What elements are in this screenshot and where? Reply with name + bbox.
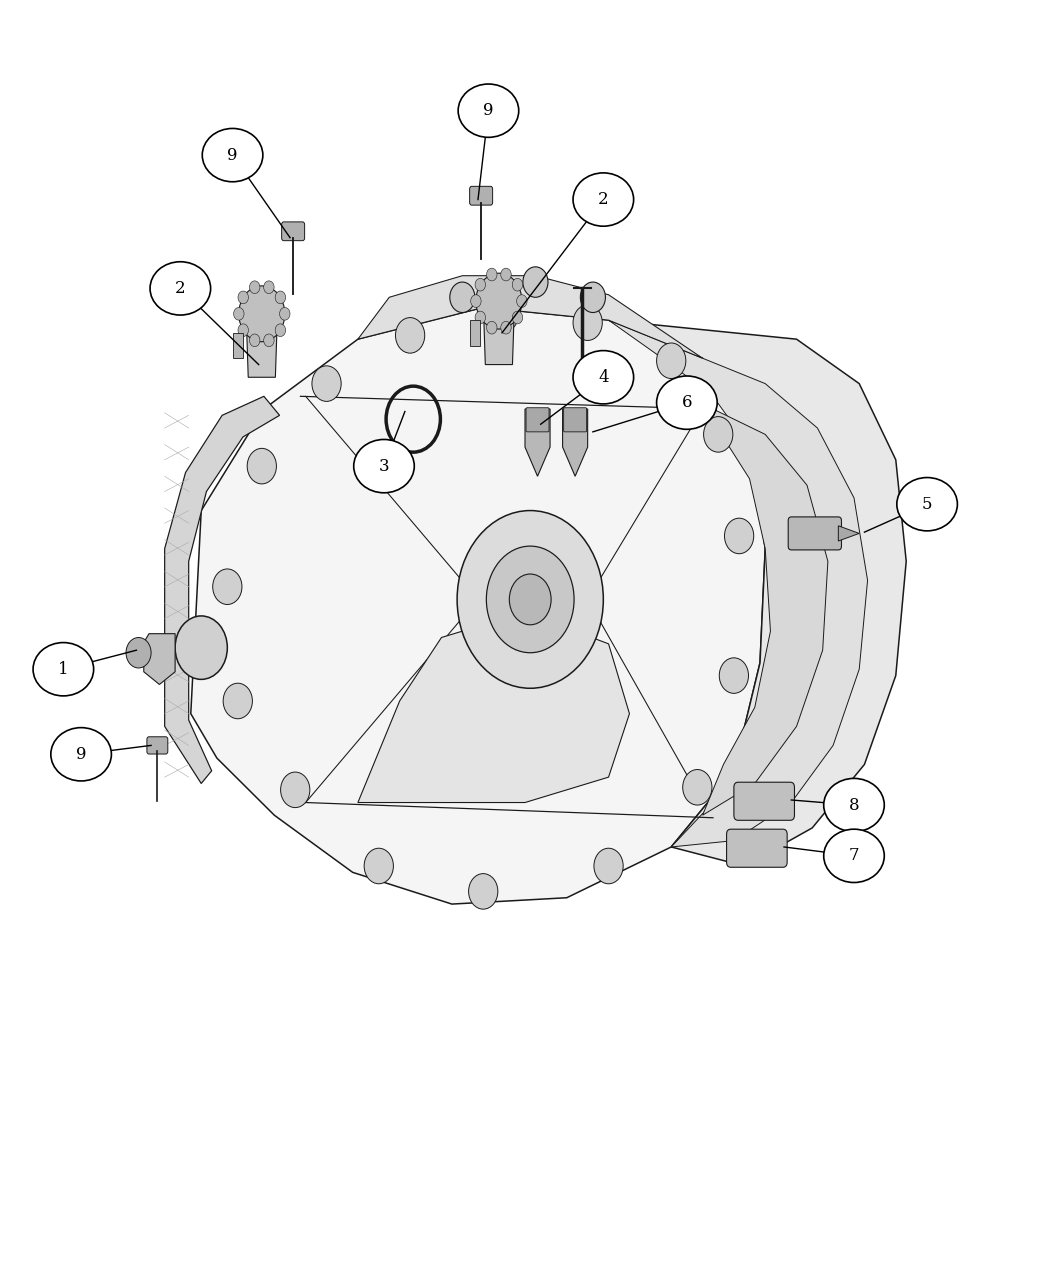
Circle shape	[224, 683, 252, 719]
Circle shape	[264, 334, 274, 347]
Circle shape	[724, 518, 754, 553]
Polygon shape	[358, 612, 629, 802]
Text: 9: 9	[483, 102, 493, 119]
Text: 7: 7	[848, 848, 859, 864]
Polygon shape	[246, 314, 277, 377]
Circle shape	[512, 278, 523, 291]
Circle shape	[213, 569, 242, 604]
Circle shape	[523, 266, 548, 297]
Circle shape	[250, 334, 260, 347]
FancyBboxPatch shape	[526, 408, 549, 432]
Polygon shape	[144, 634, 175, 685]
Ellipse shape	[458, 84, 519, 138]
Circle shape	[449, 282, 475, 312]
Circle shape	[247, 449, 276, 484]
Circle shape	[489, 296, 519, 332]
Circle shape	[264, 280, 274, 293]
Text: 8: 8	[848, 797, 859, 813]
Polygon shape	[609, 320, 906, 866]
Circle shape	[312, 366, 341, 402]
Polygon shape	[692, 403, 827, 815]
FancyBboxPatch shape	[469, 186, 492, 205]
Text: 6: 6	[681, 394, 692, 411]
Polygon shape	[469, 320, 480, 346]
Circle shape	[682, 770, 712, 805]
FancyBboxPatch shape	[281, 222, 304, 241]
Circle shape	[468, 873, 498, 909]
Polygon shape	[838, 525, 859, 541]
Text: 5: 5	[922, 496, 932, 513]
Polygon shape	[483, 301, 514, 365]
Circle shape	[594, 848, 624, 884]
Circle shape	[512, 311, 523, 324]
Polygon shape	[165, 397, 279, 783]
Circle shape	[476, 273, 522, 329]
Polygon shape	[358, 275, 702, 358]
Circle shape	[573, 305, 603, 340]
FancyBboxPatch shape	[564, 408, 587, 432]
Ellipse shape	[823, 829, 884, 882]
Polygon shape	[191, 307, 765, 904]
Circle shape	[280, 773, 310, 807]
FancyBboxPatch shape	[727, 829, 788, 867]
Ellipse shape	[203, 129, 262, 182]
Ellipse shape	[897, 478, 958, 530]
Circle shape	[704, 417, 733, 453]
FancyBboxPatch shape	[789, 516, 841, 550]
Polygon shape	[232, 333, 243, 358]
Ellipse shape	[573, 173, 633, 226]
Circle shape	[470, 295, 481, 307]
Circle shape	[364, 848, 394, 884]
Text: 9: 9	[227, 147, 237, 163]
Text: 4: 4	[598, 368, 609, 386]
Polygon shape	[563, 409, 588, 477]
Text: 2: 2	[175, 280, 186, 297]
Ellipse shape	[50, 728, 111, 782]
Circle shape	[719, 658, 749, 694]
Ellipse shape	[354, 440, 415, 492]
Ellipse shape	[656, 376, 717, 430]
Circle shape	[238, 291, 249, 303]
Circle shape	[475, 311, 485, 324]
Circle shape	[250, 280, 260, 293]
Circle shape	[279, 307, 290, 320]
Text: 1: 1	[58, 660, 68, 678]
Circle shape	[396, 317, 425, 353]
Text: 2: 2	[598, 191, 609, 208]
Ellipse shape	[823, 779, 884, 831]
Polygon shape	[609, 320, 867, 847]
Circle shape	[501, 321, 511, 334]
Circle shape	[656, 343, 686, 379]
Circle shape	[126, 638, 151, 668]
Text: 3: 3	[379, 458, 390, 474]
Circle shape	[175, 616, 228, 680]
Circle shape	[275, 324, 286, 337]
Ellipse shape	[33, 643, 93, 696]
Ellipse shape	[573, 351, 633, 404]
FancyBboxPatch shape	[734, 783, 795, 820]
Circle shape	[233, 307, 244, 320]
Text: 9: 9	[76, 746, 86, 762]
Circle shape	[486, 546, 574, 653]
FancyBboxPatch shape	[147, 737, 168, 754]
Circle shape	[475, 278, 485, 291]
Circle shape	[238, 324, 249, 337]
Circle shape	[486, 268, 497, 280]
Circle shape	[457, 510, 604, 688]
Circle shape	[275, 291, 286, 303]
Circle shape	[517, 295, 527, 307]
Circle shape	[486, 321, 497, 334]
Polygon shape	[525, 409, 550, 477]
Circle shape	[238, 286, 285, 342]
Ellipse shape	[150, 261, 211, 315]
Circle shape	[501, 268, 511, 280]
Circle shape	[509, 574, 551, 625]
Circle shape	[581, 282, 606, 312]
